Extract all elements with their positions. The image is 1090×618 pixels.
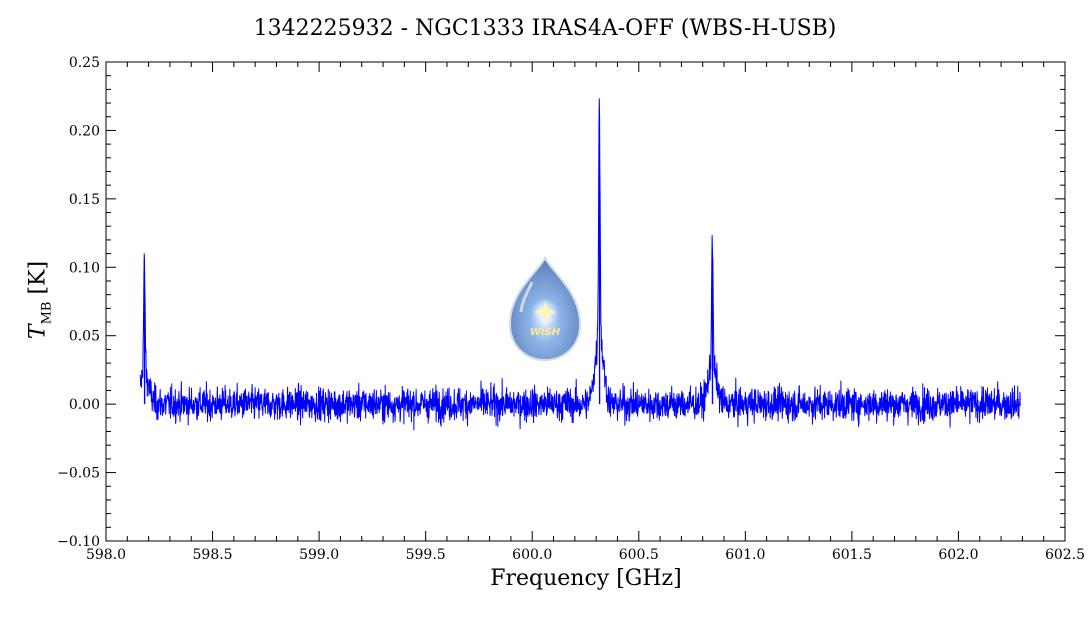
x-tick-label: 601.0: [725, 547, 765, 563]
y-tick-label: 0.20: [69, 123, 100, 139]
x-axis-label: Frequency [GHz]: [490, 566, 682, 591]
x-tick-label: 598.5: [193, 547, 233, 563]
x-tick-label: 599.0: [299, 547, 339, 563]
y-tick-label: −0.10: [57, 534, 100, 550]
x-tick-label: 599.5: [406, 547, 446, 563]
y-axis-unit: [K]: [25, 260, 51, 295]
axis-ticks: [105, 61, 1066, 542]
y-axis-label: TMB [K]: [26, 261, 55, 339]
y-tick-label: 0.10: [69, 260, 100, 276]
spectrum-line: [139, 98, 1021, 431]
x-tick-label: 602.5: [1045, 547, 1085, 563]
wish-logo: WISH: [508, 255, 582, 362]
axis-tick-labels: 598.0 598.5 599.0 599.5 600.0 600.5 601.0 601.5…: [57, 55, 1085, 563]
y-tick-label: 0.05: [69, 329, 100, 345]
x-tick-label: 600.5: [619, 547, 659, 563]
y-axis-subscript: MB: [39, 301, 55, 325]
x-tick-label: 600.0: [512, 547, 552, 563]
y-tick-label: −0.05: [57, 466, 100, 482]
y-tick-label: 0.25: [69, 55, 100, 71]
plot-frame: [105, 61, 1066, 542]
x-tick-label: 601.5: [832, 547, 872, 563]
y-tick-label: 0.15: [69, 192, 100, 208]
x-tick-label: 598.0: [86, 547, 126, 563]
x-tick-label: 602.0: [938, 547, 978, 563]
y-tick-label: 0.00: [69, 397, 100, 413]
y-axis-symbol: T: [25, 324, 51, 340]
wish-logo-text: WISH: [530, 327, 561, 338]
chart-title: 1342225932 - NGC1333 IRAS4A-OFF (WBS-H-U…: [253, 16, 837, 41]
